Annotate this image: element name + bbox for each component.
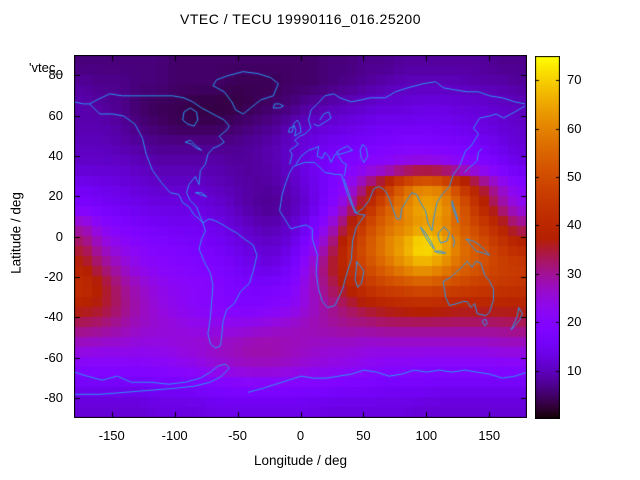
x-tick-label: 50 [356, 428, 371, 443]
colorbar-tick-label: 40 [567, 217, 582, 233]
chart-title: VTEC / TECU 19990116_016.25200 [180, 11, 421, 27]
y-tick-label: -80 [44, 389, 63, 405]
y-tick-label: 20 [48, 188, 63, 204]
x-tick-label: -50 [228, 428, 247, 443]
y-tick-label: 80 [48, 67, 63, 83]
colorbar [535, 56, 560, 419]
colorbar-tick-label: 20 [567, 314, 582, 330]
y-tick-label: -40 [44, 309, 63, 325]
x-tick-label: -150 [98, 428, 125, 443]
colorbar-tick-label: 50 [567, 169, 582, 184]
colorbar-tick-label: 10 [567, 362, 582, 378]
y-tick-label: -20 [44, 268, 63, 284]
key-label: 'vtec_ [29, 60, 63, 75]
colorbar-tick-label: 70 [567, 72, 582, 88]
y-tick-label: 0 [55, 228, 63, 244]
colorbar-tick-label: 30 [567, 265, 582, 281]
x-tick-label: -100 [161, 428, 188, 443]
y-axis-title: Latitude / deg [8, 192, 24, 274]
y-tick-label: -60 [44, 349, 63, 365]
colorbar-tick-label: 60 [567, 120, 582, 136]
y-tick-label: 40 [48, 147, 63, 163]
x-axis-title: Longitude / deg [253, 453, 348, 468]
y-tick-label: 60 [48, 107, 63, 123]
x-tick-label: 100 [415, 428, 438, 443]
heatmap-plot [74, 55, 527, 418]
x-tick-label: 0 [296, 428, 305, 443]
x-tick-label: 150 [478, 428, 501, 443]
